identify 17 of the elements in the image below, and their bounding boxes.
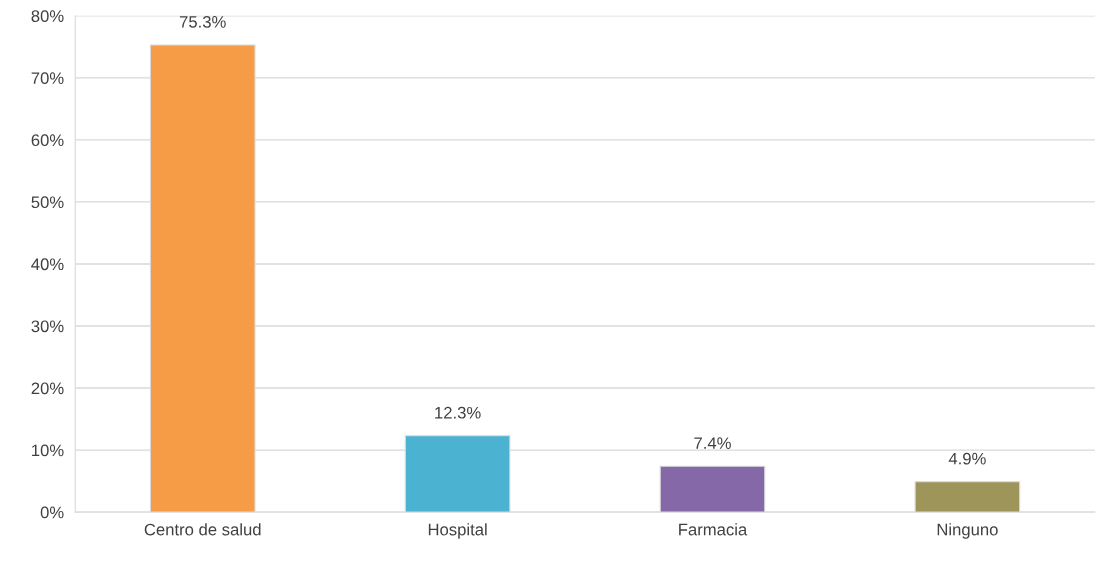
x-tick-label: Centro de salud bbox=[144, 523, 261, 536]
y-tick-label: 80% bbox=[31, 10, 64, 22]
y-tick-label: 40% bbox=[31, 258, 64, 271]
y-tick-label: 0% bbox=[40, 506, 64, 519]
y-tick-label: 30% bbox=[31, 320, 64, 333]
data-label: 75.3% bbox=[179, 15, 226, 28]
y-tick-label: 20% bbox=[31, 382, 64, 395]
y-tick-label: 60% bbox=[31, 134, 64, 147]
data-label: 7.4% bbox=[694, 437, 731, 449]
x-tick-label: Farmacia bbox=[679, 523, 748, 536]
y-tick-label: 70% bbox=[31, 72, 64, 85]
y-tick-label: 10% bbox=[32, 444, 64, 457]
data-label: 4.9% bbox=[948, 452, 986, 465]
y-tick-label: 50% bbox=[31, 196, 64, 209]
x-tick-label: Hospital bbox=[428, 523, 487, 539]
data-label: 12.3% bbox=[435, 406, 481, 419]
x-tick-label: Ninguno bbox=[937, 523, 998, 539]
